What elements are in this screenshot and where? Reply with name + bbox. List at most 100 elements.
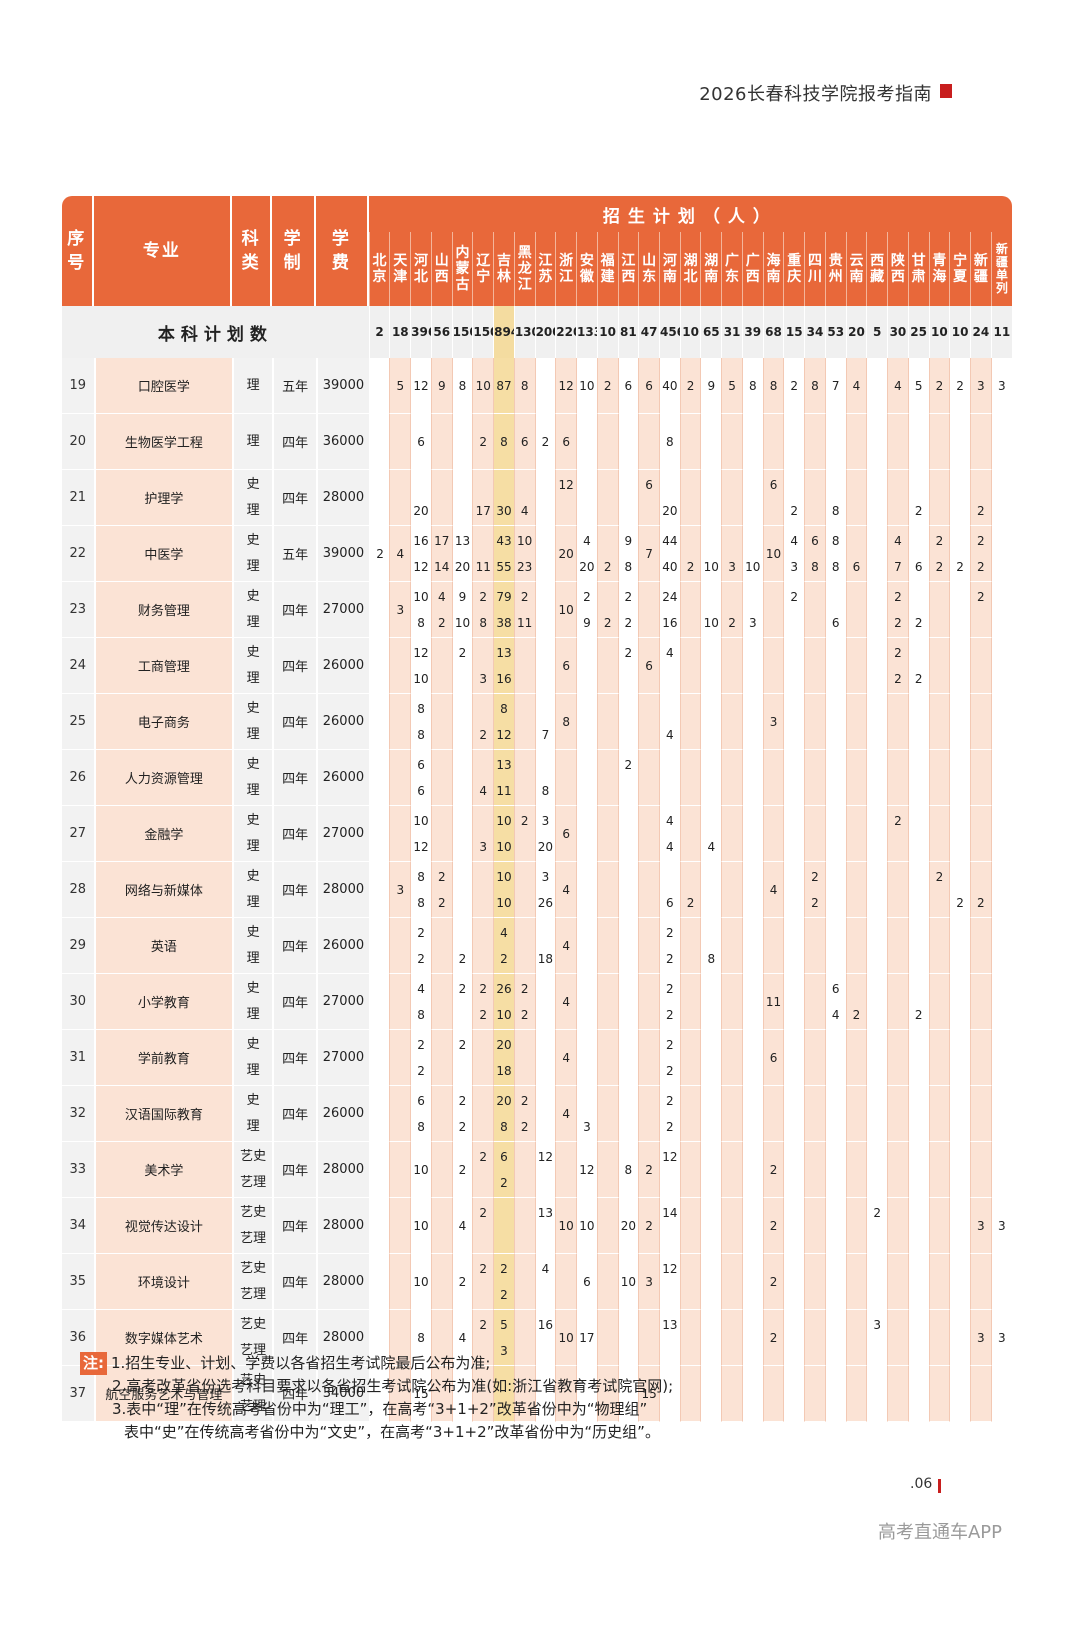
plan-cell: 2 — [969, 582, 991, 638]
plan-cell: 3 — [389, 862, 411, 918]
plan-value — [950, 528, 970, 554]
plan-value: 2 — [914, 1007, 923, 1022]
plan-value — [992, 1368, 1012, 1394]
plan-value — [639, 864, 659, 890]
province-char: 湖 — [683, 253, 698, 269]
plan-value: 6 — [831, 615, 840, 630]
plan-cell — [928, 1086, 950, 1142]
total-cell: 47 — [638, 306, 659, 358]
plan-value — [390, 1144, 410, 1170]
plan-value — [930, 890, 950, 916]
plan-value — [805, 946, 825, 972]
plan-cell — [928, 1198, 950, 1254]
plan-cell — [721, 638, 742, 694]
plan-value: 2 — [479, 981, 488, 996]
plan-value — [556, 1170, 576, 1196]
total-cell: 10 — [679, 306, 701, 358]
plan-cell — [741, 470, 763, 526]
plan-value — [992, 528, 1012, 554]
plan-cell — [969, 750, 991, 806]
plan-value — [971, 472, 991, 498]
plan-cell: 4 — [700, 806, 722, 862]
plan-value — [473, 1088, 493, 1114]
category-value: 史 — [246, 812, 260, 828]
plan-value — [950, 1058, 970, 1084]
plan-cell: 3 — [969, 1198, 991, 1254]
plan-cell — [907, 918, 929, 974]
plan-value — [950, 1032, 970, 1058]
plan-cell — [741, 638, 763, 694]
plan-value — [847, 834, 867, 860]
plan-value — [390, 946, 410, 972]
plan-value: 20 — [413, 503, 429, 518]
plan-value: 18 — [496, 1063, 512, 1078]
plan-value — [784, 610, 804, 636]
plan-cell — [638, 750, 659, 806]
plan-value — [950, 1256, 970, 1282]
province-char: 肃 — [911, 269, 926, 285]
plan-cell: 6 — [410, 414, 431, 470]
plan-value — [971, 1058, 991, 1084]
plan-value: 4 — [562, 994, 570, 1009]
plan-cell — [928, 1366, 950, 1422]
plan-value: 8 — [417, 615, 425, 630]
plan-value — [909, 808, 929, 834]
plan-cell: 6 — [555, 638, 577, 694]
plan-value: 2 — [458, 1037, 467, 1052]
plan-cell — [990, 1086, 1012, 1142]
plan-value — [701, 976, 721, 1002]
plan-value — [888, 864, 908, 890]
plan-value — [930, 1032, 950, 1058]
plan-cell — [907, 414, 929, 470]
plan-cell — [472, 1086, 494, 1142]
row-system: 四年 — [272, 1254, 317, 1310]
plan-cell — [887, 1030, 908, 1086]
plan-value — [701, 1200, 721, 1226]
province-char: 疆 — [995, 255, 1008, 269]
plan-cell — [949, 1254, 970, 1310]
plan-value — [826, 946, 846, 972]
plan-value: 12 — [558, 477, 574, 492]
plan-value — [639, 1114, 659, 1140]
plan-cell — [534, 1086, 556, 1142]
plan-value: 2 — [624, 645, 633, 660]
note-line-4: 表中“史”在传统高考省份中为“文史”，在高考“3+1+2”改革省份中为“历史组”… — [124, 1423, 660, 1441]
plan-value — [826, 640, 846, 666]
plan-value — [784, 864, 804, 890]
plan-value — [930, 834, 950, 860]
plan-cell: 6 — [576, 1254, 597, 1310]
plan-cell — [824, 1086, 846, 1142]
plan-value — [909, 528, 929, 554]
plan-cell: 2 — [949, 358, 970, 414]
plan-cell — [949, 750, 970, 806]
plan-cell — [949, 1086, 970, 1142]
plan-value: 10 — [413, 1162, 429, 1177]
plan-value: 4 — [562, 882, 570, 897]
plan-cell: 2 — [534, 414, 556, 470]
plan-cell — [887, 1310, 908, 1366]
plan-cell — [866, 1030, 888, 1086]
province-char: 北 — [372, 253, 387, 269]
plan-value: 4 — [520, 503, 529, 518]
row-system: 四年 — [272, 1030, 317, 1086]
plan-value — [577, 722, 597, 748]
plan-cell: 20 8 — [493, 1086, 514, 1142]
plan-value: 2 — [666, 1063, 674, 1078]
plan-value: 2 — [624, 757, 633, 772]
plan-value — [826, 920, 846, 946]
plan-value — [473, 1058, 493, 1084]
plan-value — [432, 1058, 452, 1084]
row-major: 口腔医学 — [93, 358, 233, 414]
plan-value: 15 — [413, 1386, 429, 1401]
province-char: 江 — [517, 277, 532, 293]
plan-cell — [990, 862, 1012, 918]
plan-value — [639, 584, 659, 610]
province-char: 京 — [372, 269, 387, 285]
plan-value — [473, 864, 493, 890]
plan-value — [847, 890, 867, 916]
plan-value — [577, 696, 597, 722]
plan-value — [701, 666, 721, 692]
plan-value: 2 — [728, 615, 736, 630]
